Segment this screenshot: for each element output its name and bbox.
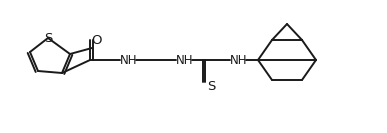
Text: S: S <box>44 32 52 45</box>
Text: O: O <box>91 34 101 47</box>
Text: NH: NH <box>120 53 138 66</box>
Text: NH: NH <box>230 53 248 66</box>
Text: NH: NH <box>176 53 194 66</box>
Text: S: S <box>207 80 215 92</box>
